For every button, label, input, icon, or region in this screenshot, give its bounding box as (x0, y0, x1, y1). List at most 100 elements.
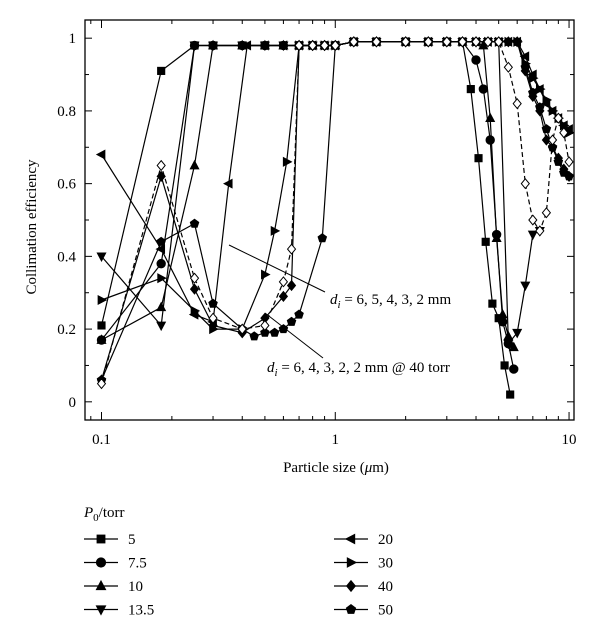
y-tick-label: 1 (69, 31, 77, 47)
data-point (548, 105, 559, 116)
marker-diamond-open (319, 39, 330, 52)
y-tick-label: 0.4 (57, 249, 76, 265)
marker-diamond-open (401, 36, 411, 48)
annotation-1-rest: = 6, 5, 4, 3, 2 mm (341, 292, 452, 308)
annotation-2-main: d (267, 360, 275, 376)
data-point (535, 84, 546, 95)
data-point (503, 36, 514, 46)
data-point (222, 178, 233, 189)
series-line (101, 41, 570, 330)
marker-pentagon (286, 316, 297, 326)
data-point (317, 233, 328, 243)
marker-pentagon (553, 156, 564, 166)
legend-marker (344, 533, 356, 545)
marker-diamond-filled (208, 319, 218, 332)
legend-marker (346, 557, 358, 568)
legend: 5 7.5 10 13.5 20 30 40 50 (84, 532, 393, 619)
legend-label: 30 (378, 556, 393, 572)
marker-triangle-down (156, 321, 167, 332)
x-axis-label-main: Particle size ( (283, 460, 365, 476)
marker-pentagon (269, 327, 280, 337)
data-point (481, 237, 490, 246)
data-point (156, 159, 166, 172)
series-20 (95, 36, 573, 327)
marker-pentagon (528, 87, 538, 97)
legend-item-30: 30 (334, 556, 393, 572)
annotation-di-6-4-3-2-2-40torr: di = 6, 4, 3, 2, 2 mm @ 40 torr (267, 360, 450, 379)
marker-triangle-down (503, 339, 514, 350)
legend-title: P0/torr (83, 505, 125, 524)
data-point (208, 319, 218, 332)
series-unlabelled-8 (96, 36, 574, 390)
series-line (100, 41, 570, 323)
data-point (466, 85, 475, 94)
y-tick-label: 0.6 (57, 177, 76, 193)
marker-pentagon (278, 324, 289, 334)
data-point (190, 305, 201, 316)
marker-diamond-open (535, 225, 545, 237)
data-point (208, 298, 218, 308)
marker-diamond-open (237, 323, 247, 335)
marker-circle (509, 364, 519, 374)
marker-triangle-down (96, 252, 107, 263)
marker-diamond-filled (286, 279, 297, 292)
legend-title-sub: 0 (93, 512, 99, 524)
data-point (508, 341, 519, 352)
data-point (401, 36, 411, 48)
marker-diamond-open (189, 272, 200, 284)
marker-circle (485, 135, 495, 145)
marker-pentagon (547, 142, 558, 152)
marker-pentagon (317, 233, 328, 243)
marker-diamond-open (471, 36, 481, 48)
marker-diamond-open (286, 243, 297, 255)
legend-label: 5 (128, 532, 136, 548)
legend-item-13.5: 13.5 (84, 603, 154, 619)
series-13.5 (96, 37, 545, 350)
data-point (553, 112, 563, 124)
series-line (100, 41, 570, 381)
data-point (535, 102, 545, 112)
data-point (96, 334, 107, 344)
marker-pentagon (260, 327, 270, 337)
data-point (156, 258, 166, 269)
data-point (512, 36, 522, 46)
marker-triangle-up (189, 159, 200, 170)
marker-square (466, 85, 475, 94)
data-point (237, 323, 247, 335)
marker-diamond-open (547, 134, 558, 146)
legend-title-main: P (83, 505, 93, 521)
data-point (503, 61, 513, 73)
annotation-pointer-2 (264, 312, 324, 359)
marker-triangle-down (208, 41, 219, 52)
marker-triangle-left (344, 533, 356, 545)
x-tick-label: 0.1 (92, 432, 111, 448)
marker-triangle-down (512, 328, 523, 339)
legend-marker (95, 579, 107, 591)
marker-diamond-open (553, 112, 563, 124)
data-point (542, 94, 553, 106)
data-point (157, 66, 166, 75)
marker-diamond-open (520, 178, 530, 190)
marker-pentagon (520, 62, 531, 72)
data-point (471, 55, 481, 65)
data-point (528, 214, 538, 226)
data-point (270, 225, 281, 236)
marker-triangle-down (520, 281, 531, 292)
x-tick-label: 1 (332, 432, 340, 448)
legend-label: 7.5 (128, 556, 147, 572)
legend-item-50: 50 (334, 603, 393, 619)
marker-circle (471, 55, 481, 65)
marker-triangle-right (528, 73, 539, 84)
marker-triangle-right (157, 273, 167, 284)
marker-diamond-open (559, 127, 569, 139)
marker-pentagon (294, 309, 304, 319)
data-point (541, 124, 552, 134)
data-point (261, 269, 271, 280)
marker-pentagon (535, 102, 545, 112)
marker-pentagon (503, 36, 514, 46)
data-point (535, 225, 545, 237)
legend-label: 50 (378, 603, 393, 619)
marker-pentagon (541, 124, 552, 134)
marker-triangle-right (97, 294, 108, 306)
data-point (512, 98, 522, 110)
